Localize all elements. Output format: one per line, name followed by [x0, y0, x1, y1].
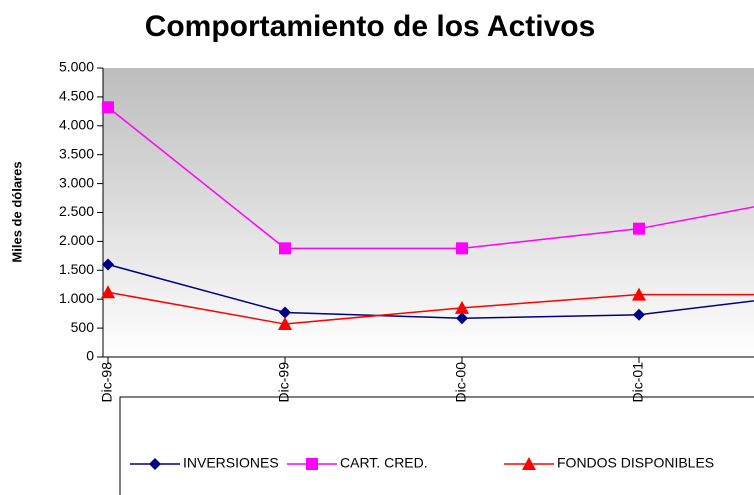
y-tick-label: 4.500 — [59, 88, 94, 104]
y-tick-label: 3.500 — [59, 145, 94, 161]
x-tick-label: Dic-98 — [99, 362, 115, 403]
legend-label: FONDOS DISPONIBLES — [557, 455, 714, 471]
y-tick-label: 1.000 — [59, 290, 94, 306]
x-tick-label: Dic-01 — [630, 362, 646, 403]
marker — [102, 101, 114, 114]
marker — [102, 258, 114, 271]
y-tick-label: 3.000 — [59, 174, 94, 190]
marker — [278, 317, 292, 331]
legend — [119, 396, 754, 495]
marker — [279, 242, 291, 255]
marker — [101, 285, 115, 299]
marker — [455, 300, 469, 314]
marker — [456, 312, 468, 325]
y-axis-label: Miles de dólares — [9, 161, 24, 262]
marker — [522, 457, 536, 470]
marker — [279, 306, 291, 319]
legend-label: CART. CRED. — [340, 455, 428, 471]
marker — [633, 308, 645, 321]
x-tick-label: Dic-99 — [276, 362, 292, 403]
y-tick-label: 500 — [71, 319, 95, 335]
marker — [306, 458, 318, 470]
legend-label: INVERSIONES — [183, 455, 279, 471]
marker — [456, 242, 468, 255]
marker — [633, 222, 645, 235]
y-tick-label: 5.000 — [59, 59, 94, 75]
y-tick-label: 0 — [86, 348, 94, 364]
marker — [632, 287, 646, 301]
y-tick-label: 2.000 — [59, 232, 94, 248]
marker — [149, 458, 161, 470]
chart-title: Comportamiento de los Activos — [145, 10, 596, 43]
x-tick-label: Dic-00 — [453, 362, 469, 403]
y-tick-label: 2.500 — [59, 203, 94, 219]
y-tick-label: 1.500 — [59, 261, 94, 277]
y-tick-label: 4.000 — [59, 117, 94, 133]
plot-area — [103, 68, 754, 357]
